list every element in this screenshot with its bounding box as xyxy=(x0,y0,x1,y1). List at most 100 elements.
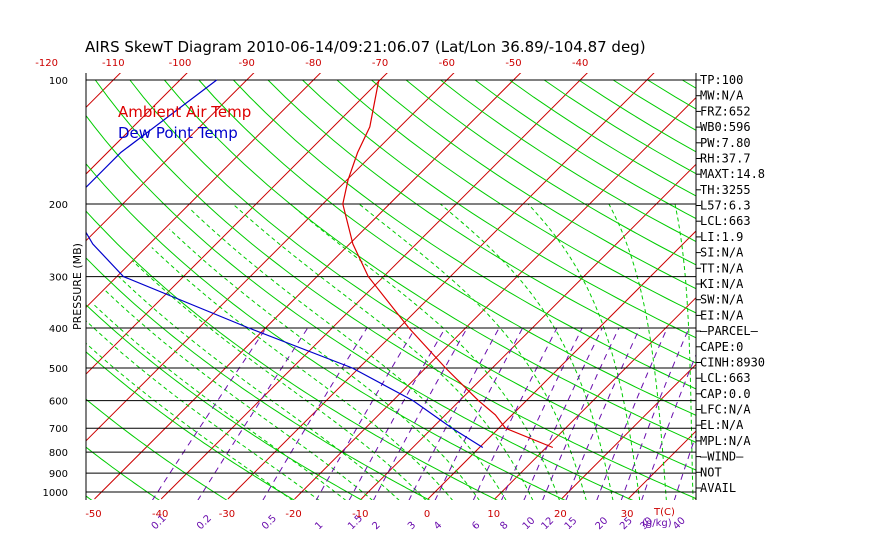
moist-adiabat-lines xyxy=(86,203,694,500)
bottom-temp-tick-label: -30 xyxy=(219,509,235,520)
sounding-index-label: —PARCEL— xyxy=(700,324,759,338)
dry-adiabat-line xyxy=(405,79,696,266)
isotherm-line xyxy=(360,163,696,500)
bottom-temp-tick-label: -20 xyxy=(285,509,301,520)
dry-adiabat-line xyxy=(440,79,696,243)
pressure-tick-label: 800 xyxy=(49,448,68,459)
top-temp-tick-label: -90 xyxy=(239,58,255,69)
pressure-tick-labels: 100 200 300 400 500 600 700 800 900 1000 xyxy=(43,76,68,499)
sounding-index-label: CAP:0.0 xyxy=(700,387,751,401)
dry-adiabat-line xyxy=(94,79,696,500)
mixing-ratio-line xyxy=(620,327,690,500)
moist-adiabat-line xyxy=(86,342,293,500)
isotherm-line xyxy=(86,73,322,309)
moist-adiabat-line xyxy=(189,208,507,500)
sounding-index-label: LCL:663 xyxy=(700,371,751,385)
sounding-index-label: TT:N/A xyxy=(700,261,744,275)
dry-adiabat-line xyxy=(86,210,498,500)
isotherm-line xyxy=(86,73,188,175)
mixing-ratio-line xyxy=(373,327,468,500)
moist-adiabat-line xyxy=(358,203,587,500)
moist-adiabat-line xyxy=(169,228,480,500)
dry-adiabat-line xyxy=(336,79,696,314)
top-temp-tick-label: -110 xyxy=(102,58,125,69)
isotherm-line xyxy=(762,71,870,499)
isotherm-line xyxy=(0,71,56,499)
top-temp-tick-label: -50 xyxy=(505,58,521,69)
bottom-temp-tick-label: -10 xyxy=(352,509,368,520)
moist-adiabat-line xyxy=(132,260,427,500)
pressure-tick-label: 900 xyxy=(49,469,68,480)
moist-adiabat-line xyxy=(289,203,560,500)
mixing-ratio-line xyxy=(434,327,524,500)
dry-adiabat-line xyxy=(164,79,696,443)
mixing-ratio-line xyxy=(315,327,416,500)
bottom-temp-tick-label: 0 xyxy=(424,509,430,520)
mixing-ratio-line xyxy=(472,327,558,500)
sounding-index-label: MPL:N/A xyxy=(700,434,751,448)
dry-adiabat-line xyxy=(786,80,870,501)
isotherm-line xyxy=(427,230,696,500)
isotherm-line xyxy=(828,71,870,499)
moist-adiabat-line xyxy=(439,203,614,500)
dry-adiabat-line xyxy=(233,79,696,390)
bottom-temp-tick-label: 30 xyxy=(621,509,634,520)
sounding-index-label: KI:N/A xyxy=(700,277,744,291)
sounding-index-label: LI:1.9 xyxy=(700,230,743,244)
isotherm-line xyxy=(94,73,522,500)
top-temp-tick-label: -60 xyxy=(439,58,455,69)
sounding-index-label: NOT xyxy=(700,465,722,479)
moist-adiabat-line xyxy=(674,203,694,500)
sounding-series xyxy=(86,79,554,449)
sounding-index-label: WB0:596 xyxy=(700,120,751,134)
y-axis-label: PRESSURE (MB) xyxy=(71,243,84,330)
mixing-ratio-tick-label: 20 xyxy=(594,515,611,532)
sounding-index-label: MAXT:14.8 xyxy=(700,167,765,181)
sounding-series-line xyxy=(86,79,484,449)
mixing-ratio-tick-label: 1 xyxy=(313,520,325,532)
mixing-ratio-line xyxy=(408,327,500,500)
sounding-index-label: EI:N/A xyxy=(700,308,744,322)
isotherm-line xyxy=(86,73,455,442)
bottom-temp-tick-label: -40 xyxy=(152,509,168,520)
legend-dew-point-temp: Dew Point Temp xyxy=(118,124,238,142)
sounding-index-label: —WIND— xyxy=(700,450,744,464)
mixing-ratio-line xyxy=(151,327,267,500)
moist-adiabat-line xyxy=(118,276,400,500)
mixing-ratio-tick-label: 3 xyxy=(406,520,418,532)
isotherm-line xyxy=(86,73,255,242)
dry-adiabat-line xyxy=(86,304,363,500)
dry-adiabat-line xyxy=(267,79,696,364)
pressure-tick-label: 300 xyxy=(49,273,68,284)
dry-adiabat-line xyxy=(0,80,25,501)
dry-adiabat-line xyxy=(371,79,696,290)
sounding-series-line xyxy=(342,79,554,449)
mixing-ratio-line xyxy=(542,327,620,500)
sounding-index-label: PW:7.80 xyxy=(700,136,751,150)
dry-adiabat-line xyxy=(474,79,696,220)
bottom-temp-tick-label: -50 xyxy=(85,509,101,520)
pressure-tick-label: 100 xyxy=(49,76,68,87)
moist-adiabat-line xyxy=(527,203,641,500)
mixing-ratio-tick-label: 8 xyxy=(498,520,510,532)
moist-adiabat-line xyxy=(93,303,347,500)
dry-adiabat-line xyxy=(86,398,228,500)
isotherm-line xyxy=(86,73,388,375)
mixing-ratio-unit-label: (g/kg) xyxy=(642,518,672,529)
dry-adiabat-line xyxy=(86,351,296,500)
mixing-ratio-line xyxy=(641,353,696,500)
sounding-index-label: LCL:663 xyxy=(700,214,751,228)
bottom-temp-tick-labels: -50 -40 -30 -20 -10 0 10 20 30 xyxy=(85,509,633,520)
mixing-ratio-tick-label: 0.2 xyxy=(195,513,214,532)
mixing-ratio-line xyxy=(348,327,446,500)
dry-adiabat-line xyxy=(86,446,160,500)
isotherm-line xyxy=(227,73,655,500)
mixing-ratio-line xyxy=(596,327,668,500)
legend-ambient-air-temp: Ambient Air Temp xyxy=(118,103,251,121)
pressure-tick-label: 1000 xyxy=(43,488,68,499)
top-temp-tick-labels: -120 -110 -100 -90 -80 -70 -60 -50 -40 xyxy=(35,58,588,69)
dry-adiabat-line xyxy=(302,79,696,339)
dry-adiabat-line xyxy=(129,79,696,471)
isotherm-line xyxy=(561,363,696,500)
